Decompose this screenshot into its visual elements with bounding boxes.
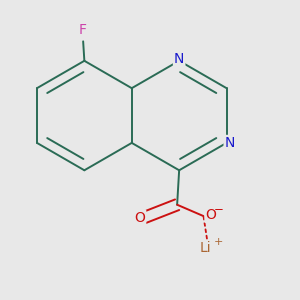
Text: F: F <box>78 22 86 37</box>
Text: N: N <box>225 136 235 150</box>
Text: Li: Li <box>199 241 211 255</box>
Text: −: − <box>214 203 224 217</box>
Text: N: N <box>174 52 184 66</box>
Text: O: O <box>134 211 145 225</box>
Text: +: + <box>214 237 223 248</box>
Text: O: O <box>205 208 216 222</box>
